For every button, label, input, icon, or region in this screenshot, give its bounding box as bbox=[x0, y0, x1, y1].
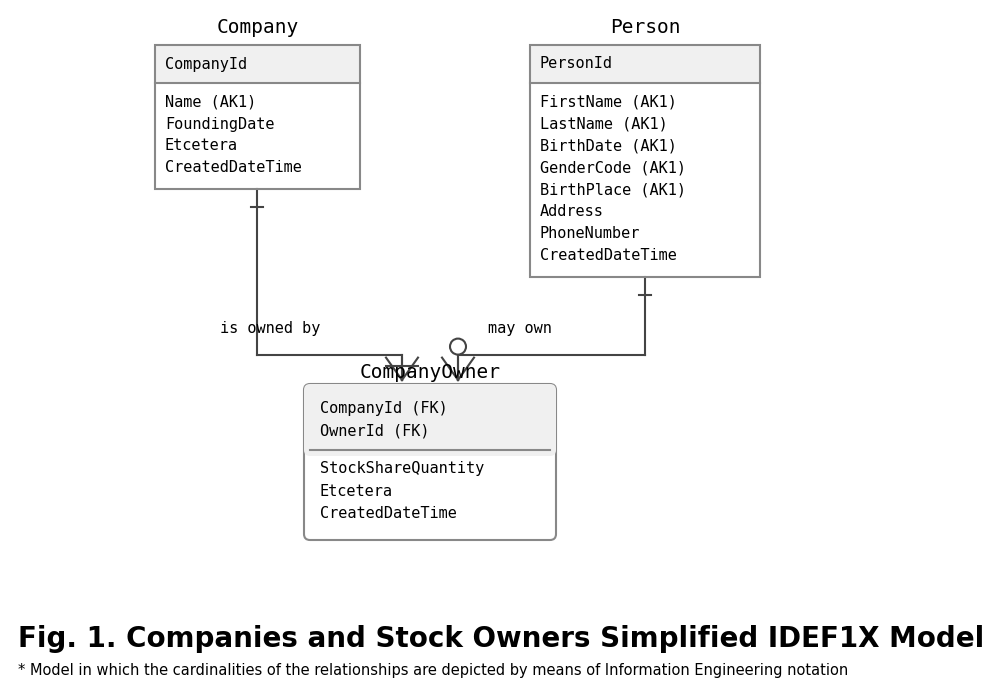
Circle shape bbox=[450, 339, 466, 355]
Text: Name (AK1): Name (AK1) bbox=[165, 94, 256, 109]
Text: GenderCode (AK1): GenderCode (AK1) bbox=[540, 160, 686, 176]
Text: LastName (AK1): LastName (AK1) bbox=[540, 116, 668, 132]
Text: PhoneNumber: PhoneNumber bbox=[540, 227, 640, 242]
Text: Etcetera: Etcetera bbox=[165, 139, 238, 153]
Text: CreatedDateTime: CreatedDateTime bbox=[540, 248, 677, 263]
Bar bbox=[530, 45, 760, 83]
Text: FoundingDate: FoundingDate bbox=[165, 116, 275, 132]
Bar bbox=[155, 45, 360, 189]
Text: * Model in which the cardinalities of the relationships are depicted by means of: * Model in which the cardinalities of th… bbox=[18, 663, 848, 678]
Text: Address: Address bbox=[540, 204, 604, 220]
FancyBboxPatch shape bbox=[304, 384, 556, 456]
Text: CompanyId: CompanyId bbox=[165, 57, 247, 71]
Text: BirthDate (AK1): BirthDate (AK1) bbox=[540, 139, 677, 153]
Text: Company: Company bbox=[216, 18, 299, 37]
Text: CreatedDateTime: CreatedDateTime bbox=[165, 160, 301, 176]
Bar bbox=[530, 83, 760, 277]
Text: is owned by: is owned by bbox=[220, 321, 320, 335]
Text: StockShareQuantity: StockShareQuantity bbox=[320, 461, 484, 477]
Text: CreatedDateTime: CreatedDateTime bbox=[320, 505, 457, 521]
Text: CompanyOwner: CompanyOwner bbox=[359, 363, 501, 382]
Bar bbox=[530, 45, 760, 277]
Text: PersonId: PersonId bbox=[540, 57, 613, 71]
Text: Etcetera: Etcetera bbox=[320, 484, 393, 498]
Text: FirstName (AK1): FirstName (AK1) bbox=[540, 94, 677, 109]
Text: BirthPlace (AK1): BirthPlace (AK1) bbox=[540, 183, 686, 197]
Text: may own: may own bbox=[488, 321, 552, 335]
Bar bbox=[155, 45, 360, 83]
FancyBboxPatch shape bbox=[304, 384, 556, 540]
Text: Person: Person bbox=[610, 18, 681, 37]
Text: CompanyId (FK): CompanyId (FK) bbox=[320, 402, 448, 416]
Bar bbox=[155, 83, 360, 189]
Text: Fig. 1. Companies and Stock Owners Simplified IDEF1X Model*: Fig. 1. Companies and Stock Owners Simpl… bbox=[18, 625, 982, 653]
Bar bbox=[310, 435, 550, 450]
Text: OwnerId (FK): OwnerId (FK) bbox=[320, 424, 429, 438]
